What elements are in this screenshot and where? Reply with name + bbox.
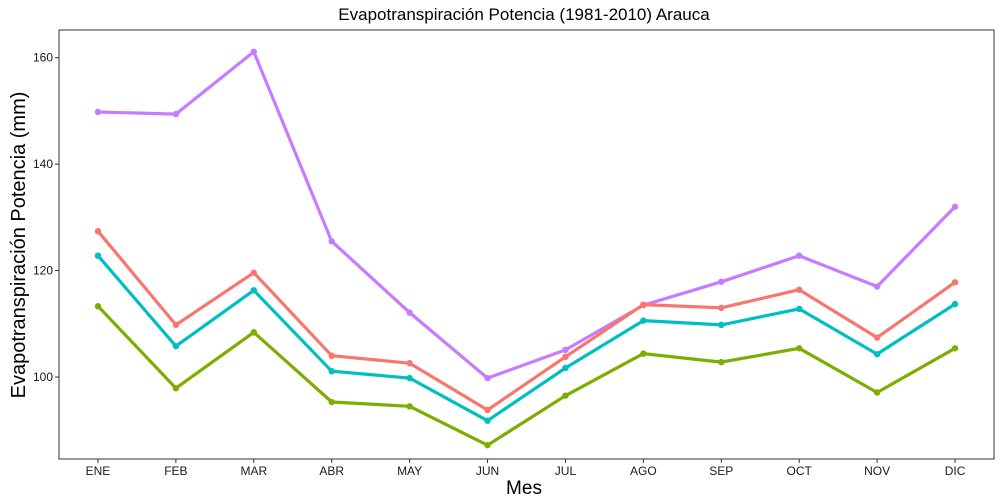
data-point xyxy=(718,321,725,329)
x-tick-label: MAR xyxy=(240,464,267,478)
series-line xyxy=(96,50,957,380)
data-point xyxy=(250,48,257,56)
data-point xyxy=(328,367,335,375)
data-point xyxy=(94,227,102,235)
data-point xyxy=(640,301,647,308)
data-point xyxy=(328,238,335,245)
data-point xyxy=(172,110,180,118)
data-point xyxy=(406,359,413,367)
data-point xyxy=(796,345,803,352)
data-point xyxy=(640,350,647,357)
data-point xyxy=(562,392,569,399)
data-point xyxy=(873,350,881,358)
series-layer xyxy=(94,48,959,449)
data-point xyxy=(718,304,725,312)
x-tick-label: MAY xyxy=(397,464,422,478)
x-tick-label: DIC xyxy=(945,464,966,478)
x-tick-label: AGO xyxy=(630,464,657,478)
data-point xyxy=(406,374,413,382)
data-point xyxy=(484,374,491,382)
data-point xyxy=(951,345,959,352)
plot-panel xyxy=(58,29,995,460)
x-axis: ENE FEB MAR ABR MAY JUN JUL AGO SEP OCT NOV DIC xyxy=(86,459,966,478)
series-1 xyxy=(94,48,959,382)
data-point xyxy=(94,252,102,259)
chart-title: Evapotranspiración Potencia (1981-2010) … xyxy=(338,5,710,24)
x-axis-title: Mes xyxy=(506,478,542,499)
y-axis: 100 120 140 160 xyxy=(33,51,59,384)
series-2 xyxy=(94,227,959,414)
data-point xyxy=(951,279,959,286)
data-point xyxy=(328,352,335,359)
data-point xyxy=(250,329,257,336)
x-tick-label: JUN xyxy=(476,464,499,478)
data-point xyxy=(172,342,180,350)
data-point xyxy=(562,346,569,354)
data-point xyxy=(250,269,257,276)
data-point xyxy=(796,305,803,313)
data-point xyxy=(951,300,959,308)
data-point xyxy=(873,334,881,341)
data-point xyxy=(94,108,102,116)
data-point xyxy=(172,321,180,329)
y-tick-label: 100 xyxy=(33,370,53,384)
x-tick-label: ABR xyxy=(319,464,344,478)
y-tick-label: 160 xyxy=(33,51,53,65)
series-3 xyxy=(94,252,959,424)
data-point xyxy=(562,353,569,361)
data-point xyxy=(640,317,647,324)
data-point xyxy=(796,252,803,259)
data-point xyxy=(718,278,725,285)
y-tick-label: 140 xyxy=(33,157,53,171)
x-tick-label: FEB xyxy=(164,464,187,478)
data-point xyxy=(562,364,569,372)
data-point xyxy=(484,406,491,414)
series-line xyxy=(96,304,957,447)
data-point xyxy=(328,398,335,406)
data-point xyxy=(873,389,881,396)
data-point xyxy=(796,286,803,293)
data-point xyxy=(94,303,102,310)
series-4 xyxy=(94,303,959,449)
data-point xyxy=(484,441,491,449)
x-tick-label: OCT xyxy=(787,464,813,478)
data-point xyxy=(484,417,491,424)
data-point xyxy=(951,203,959,210)
x-tick-label: ENE xyxy=(86,464,111,478)
x-tick-label: JUL xyxy=(555,464,577,478)
data-point xyxy=(406,309,413,316)
data-point xyxy=(172,385,180,392)
data-point xyxy=(718,358,725,366)
data-point xyxy=(250,287,257,294)
series-line xyxy=(96,254,957,423)
data-point xyxy=(406,403,413,410)
y-axis-title: Evapotranspiración Potencia (mm) xyxy=(8,92,30,399)
series-line xyxy=(96,229,957,412)
x-tick-label: SEP xyxy=(709,464,733,478)
data-point xyxy=(873,283,881,290)
x-tick-label: NOV xyxy=(864,464,890,478)
y-tick-label: 120 xyxy=(33,264,53,278)
